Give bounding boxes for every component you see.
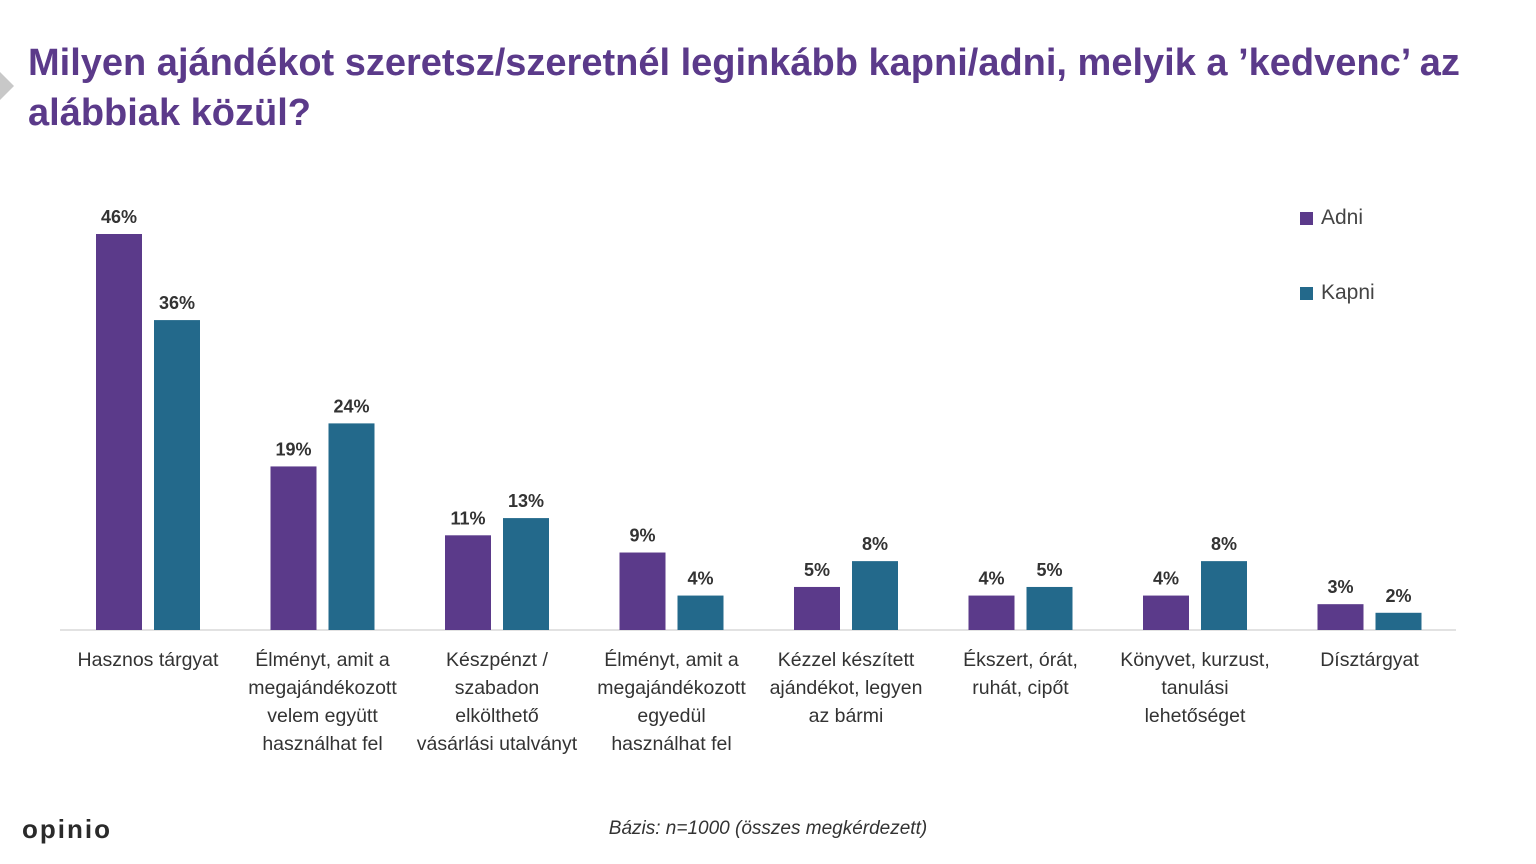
category-label-line: Élményt, amit a xyxy=(604,649,739,671)
category-label-line: Élményt, amit a xyxy=(255,649,390,671)
category-label-7: Könyvet, kurzust, tanulási lehetőséget xyxy=(1109,646,1281,730)
data-label-adni-7: 4% xyxy=(1153,569,1179,589)
data-label-kapni-1: 36% xyxy=(159,293,195,313)
data-label-kapni-7: 8% xyxy=(1211,534,1237,554)
data-label-kapni-8: 2% xyxy=(1385,586,1411,606)
category-label-8: Dísztárgyat xyxy=(1284,646,1456,674)
legend-label: Adni xyxy=(1321,206,1364,229)
bar-adni-3 xyxy=(445,535,491,630)
category-label-2: Élményt, amit a megajándékozott velem együ… xyxy=(237,646,409,758)
data-label-adni-8: 3% xyxy=(1327,577,1353,597)
data-label-adni-5: 5% xyxy=(804,560,830,580)
category-label-line: ruhát, cipőt xyxy=(972,677,1069,699)
bar-kapni-5 xyxy=(852,561,898,630)
legend-swatch xyxy=(1300,211,1313,225)
category-label-line: megajándékozott xyxy=(248,677,397,699)
bar-kapni-7 xyxy=(1201,561,1247,630)
category-label-line: lehetőséget xyxy=(1144,705,1246,727)
data-label-kapni-5: 8% xyxy=(862,534,888,554)
category-label-line: az bármi xyxy=(808,705,884,727)
bar-adni-1 xyxy=(96,234,142,630)
category-label-1: Hasznos tárgyat xyxy=(62,646,234,674)
category-label-line: Ékszert, órát, xyxy=(963,649,1078,671)
legend-item-adni: Adni xyxy=(1300,206,1363,230)
bar-kapni-8 xyxy=(1375,612,1422,630)
data-label-adni-3: 11% xyxy=(450,508,485,528)
opinio-logo: opinio xyxy=(22,814,112,845)
category-label-line: használhat fel xyxy=(611,733,732,755)
category-label-5: Kézzel készített ajándékot, legyen az bárm… xyxy=(760,646,932,730)
data-label-adni-2: 19% xyxy=(275,439,311,459)
data-label-adni-1: 46% xyxy=(101,207,137,227)
category-label-line: megajándékozott xyxy=(597,677,746,699)
category-label-4: Élményt, amit a megajándékozott egyedül has… xyxy=(586,646,758,758)
category-label-line: használhat fel xyxy=(262,733,383,755)
bar-adni-8 xyxy=(1317,604,1364,630)
bar-adni-2 xyxy=(270,466,317,630)
bar-adni-4 xyxy=(619,552,666,630)
category-label-line: Könyvet, kurzust, xyxy=(1120,649,1270,671)
category-label-line: velem együtt xyxy=(267,705,378,727)
page-title: Milyen ajándékot szeretsz/szeretnél legi… xyxy=(28,42,1460,134)
data-label-adni-6: 4% xyxy=(978,569,1004,589)
category-label-line: egyedül xyxy=(637,705,706,727)
legend-label: Kapni xyxy=(1321,281,1375,304)
category-label-line: szabadon xyxy=(454,677,540,699)
category-label-line: Hasznos tárgyat xyxy=(77,649,219,671)
data-label-kapni-3: 13% xyxy=(508,491,544,511)
data-label-kapni-6: 5% xyxy=(1036,560,1062,580)
category-label-line: ajándékot, legyen xyxy=(769,677,923,699)
data-label-kapni-2: 24% xyxy=(333,396,369,416)
data-label-adni-4: 9% xyxy=(629,526,655,546)
category-label-line: Dísztárgyat xyxy=(1320,649,1419,671)
category-label-line: Kézzel készített xyxy=(777,649,915,671)
data-label-kapni-4: 4% xyxy=(687,569,713,589)
bar-kapni-4 xyxy=(677,595,724,630)
legend-swatch xyxy=(1300,286,1313,300)
base-footnote: Bázis: n=1000 (összes megkérdezett) xyxy=(608,818,928,839)
legend-item-kapni: Kapni xyxy=(1300,281,1375,305)
corner-arrow-decoration xyxy=(0,72,14,100)
bar-adni-7 xyxy=(1143,595,1189,630)
logo-text: opinio xyxy=(22,814,112,844)
category-label-6: Ékszert, órát, ruhát, cipőt xyxy=(935,646,1107,702)
bar-adni-5 xyxy=(794,586,840,630)
bar-kapni-1 xyxy=(154,320,200,630)
bar-kapni-3 xyxy=(503,518,549,630)
category-label-3: Készpénzt / szabadon elkölthető vásárlási u… xyxy=(411,646,583,758)
bar-kapni-6 xyxy=(1026,586,1073,630)
category-label-line: Készpénzt / xyxy=(446,649,548,671)
category-label-line: tanulási xyxy=(1161,677,1229,699)
category-label-line: elkölthető xyxy=(455,705,539,727)
bar-adni-6 xyxy=(968,595,1015,630)
bar-kapni-2 xyxy=(328,423,375,630)
category-label-line: vásárlási utalványt xyxy=(416,733,578,755)
